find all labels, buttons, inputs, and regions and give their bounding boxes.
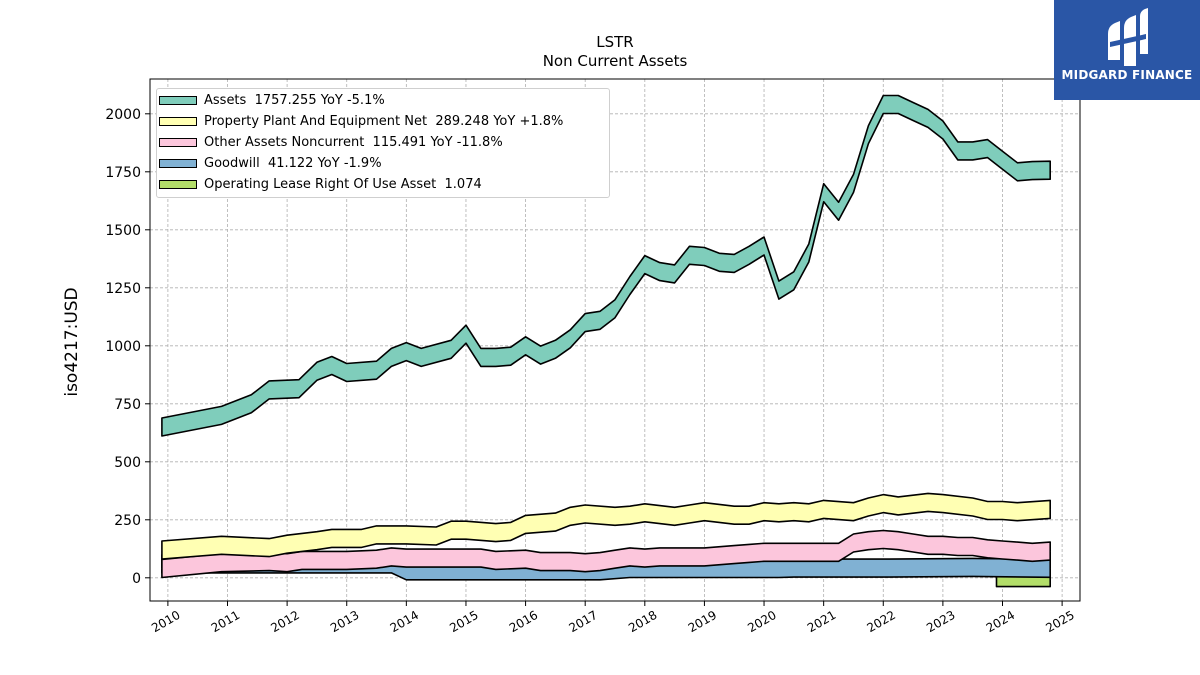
series-ribbon	[161, 529, 1051, 579]
legend-item-operating-lease: Operating Lease Right Of Use Asset 1.074	[157, 174, 482, 195]
x-tick-label: 2025	[1043, 608, 1076, 635]
x-tick-label: 2021	[805, 608, 838, 635]
y-tick-label: 500	[114, 455, 141, 471]
series-ribbon	[161, 94, 1051, 437]
y-tick-label: 1000	[105, 339, 141, 355]
legend-swatch	[159, 159, 197, 168]
legend-swatch	[159, 180, 197, 189]
chart-subtitle: Non Current Assets	[542, 52, 688, 70]
legend-label: Property Plant And Equipment Net 289.248…	[204, 114, 564, 129]
y-axis-label: iso4217:USD	[62, 287, 82, 396]
y-tick-label: 1500	[105, 223, 141, 239]
y-tick-label: 250	[114, 513, 141, 529]
legend-swatch	[159, 138, 197, 147]
legend-swatch	[159, 117, 197, 126]
x-tick-label: 2023	[924, 608, 957, 635]
x-tick-label: 2011	[209, 608, 242, 635]
x-tick-label: 2014	[388, 608, 421, 635]
legend-item-goodwill: Goodwill 41.122 YoY -1.9%	[157, 153, 382, 174]
series-assets	[161, 94, 1051, 437]
series-other-assets-noncurrent	[161, 529, 1051, 579]
series-layer	[161, 94, 1051, 588]
legend-item-other-assets: Other Assets Noncurrent 115.491 YoY -11.…	[157, 132, 503, 153]
legend-label: Goodwill 41.122 YoY -1.9%	[204, 156, 382, 171]
x-tick-label: 2020	[745, 608, 778, 635]
x-tick-label: 2015	[447, 608, 480, 635]
y-tick-label: 1250	[105, 281, 141, 297]
chart-legend: Assets 1757.255 YoY -5.1% Property Plant…	[156, 88, 610, 198]
x-tick-label: 2017	[566, 608, 599, 635]
logo-text: MIDGARD FINANCE	[1061, 68, 1193, 82]
logo-mark-icon	[1108, 8, 1148, 66]
y-tick-label: 750	[114, 397, 141, 413]
series-ribbon	[161, 492, 1051, 560]
y-tick-label: 0	[132, 571, 141, 587]
x-tick-label: 2022	[865, 608, 898, 635]
legend-item-assets: Assets 1757.255 YoY -5.1%	[157, 90, 385, 111]
legend-label: Operating Lease Right Of Use Asset 1.074	[204, 177, 482, 192]
x-tick-label: 2019	[686, 608, 719, 635]
x-tick-label: 2013	[328, 608, 361, 635]
y-tick-label: 1750	[105, 165, 141, 181]
plot-frame	[149, 78, 1081, 602]
y-tick-label: 2000	[105, 107, 141, 123]
legend-item-ppe: Property Plant And Equipment Net 289.248…	[157, 111, 563, 132]
legend-swatch	[159, 96, 197, 105]
x-tick-label: 2018	[626, 608, 659, 635]
x-tick-label: 2016	[507, 608, 540, 635]
x-tick-label: 2010	[149, 608, 182, 635]
series-property-plant-and-equipment-net	[161, 492, 1051, 560]
brand-logo: MIDGARD FINANCE	[1054, 0, 1200, 100]
x-tick-label: 2024	[984, 608, 1017, 635]
chart-title: LSTR	[596, 33, 634, 51]
legend-label: Assets 1757.255 YoY -5.1%	[204, 93, 385, 108]
legend-label: Other Assets Noncurrent 115.491 YoY -11.…	[204, 135, 503, 150]
x-tick-label: 2012	[268, 608, 301, 635]
